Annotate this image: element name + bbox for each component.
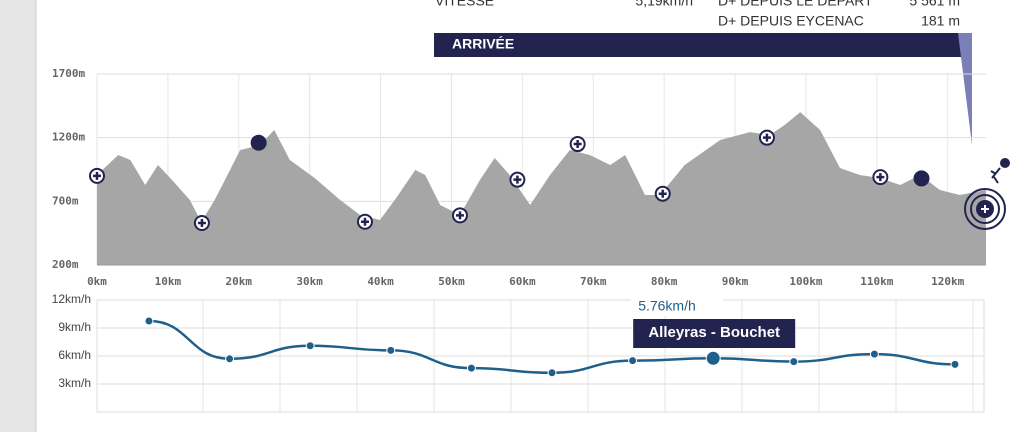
- waypoint-cross: [573, 140, 582, 149]
- y-tick-label: 12km/h: [52, 292, 91, 306]
- row-label: D+ DEPUIS EYCENAC: [718, 13, 864, 29]
- y-tick-label: 3km/h: [58, 376, 91, 390]
- x-tick-label: 20km: [226, 275, 253, 288]
- row-label: VITESSE: [435, 0, 494, 9]
- x-tick-label: 60km: [509, 275, 536, 288]
- speed-line: [148, 319, 956, 375]
- speed-point: [869, 349, 879, 359]
- waypoint-cross: [876, 173, 885, 182]
- x-tick-label: 120km: [931, 275, 964, 288]
- waypoint-cross: [197, 218, 206, 227]
- waypoint-cross: [93, 171, 101, 180]
- y-tick-label: 700m: [52, 194, 79, 207]
- speed-point: [789, 357, 799, 367]
- banner-text: ARRIVÉE: [452, 36, 514, 52]
- speed-point: [305, 341, 315, 351]
- tooltip-box: [633, 319, 796, 348]
- y-tick-label: 9km/h: [58, 320, 91, 334]
- pointer: [958, 33, 972, 145]
- waypoint-cross: [455, 211, 464, 220]
- tooltip-value-bg: [631, 297, 724, 316]
- y-tick-label: 1700m: [52, 67, 85, 80]
- row-label: D+ DEPUIS LE DÉPART: [718, 0, 873, 9]
- elevation-chart: 200m 700m 1200m 1700m 0km 10km 20km 30km 40km 50k…: [52, 67, 986, 288]
- speed-point: [705, 350, 721, 366]
- tooltip-place: Alleyras - Bouchet: [648, 324, 780, 341]
- x-tick-label: 40km: [367, 275, 394, 288]
- y-tick-label: 200m: [52, 258, 79, 271]
- tooltip-value: 5.76km/h: [638, 298, 696, 314]
- row-value: 5,19km/h: [635, 0, 693, 9]
- finish-icon: [964, 158, 1010, 230]
- x-tick-label: 50km: [438, 275, 465, 288]
- sidebar: [0, 0, 36, 432]
- y-tick-label: 6km/h: [58, 348, 91, 362]
- row-value: 5 561 m: [909, 0, 960, 9]
- elevation-area: [97, 112, 986, 266]
- y-tick-label: 1200m: [52, 131, 85, 144]
- x-tick-label: 100km: [789, 275, 822, 288]
- waypoint-cross: [762, 133, 771, 142]
- x-tick-label: 80km: [651, 275, 678, 288]
- x-tick-label: 90km: [722, 275, 749, 288]
- speed-point: [144, 316, 154, 326]
- x-tick-label: 30km: [296, 275, 323, 288]
- waypoint-cross: [513, 175, 522, 184]
- x-tick-label: 0km: [87, 275, 107, 288]
- speed-point: [950, 359, 960, 369]
- speed-point: [225, 354, 235, 364]
- speed-point: [386, 345, 396, 355]
- x-tick-label: 110km: [860, 275, 893, 288]
- row-value: 181 m: [921, 13, 960, 29]
- waypoint: [913, 170, 930, 187]
- waypoint-cross: [360, 217, 369, 226]
- x-tick-label: 10km: [155, 275, 182, 288]
- speed-point: [628, 356, 638, 366]
- x-tick-label: 70km: [580, 275, 607, 288]
- speed-chart: 3km/h 6km/h 9km/h 12km/h Alleyras - Bouchet 5…: [52, 292, 985, 413]
- waypoint: [250, 134, 267, 151]
- banner: [434, 33, 972, 57]
- waypoint-cross: [658, 189, 667, 198]
- speed-point: [547, 368, 557, 378]
- speed-point: [466, 363, 476, 373]
